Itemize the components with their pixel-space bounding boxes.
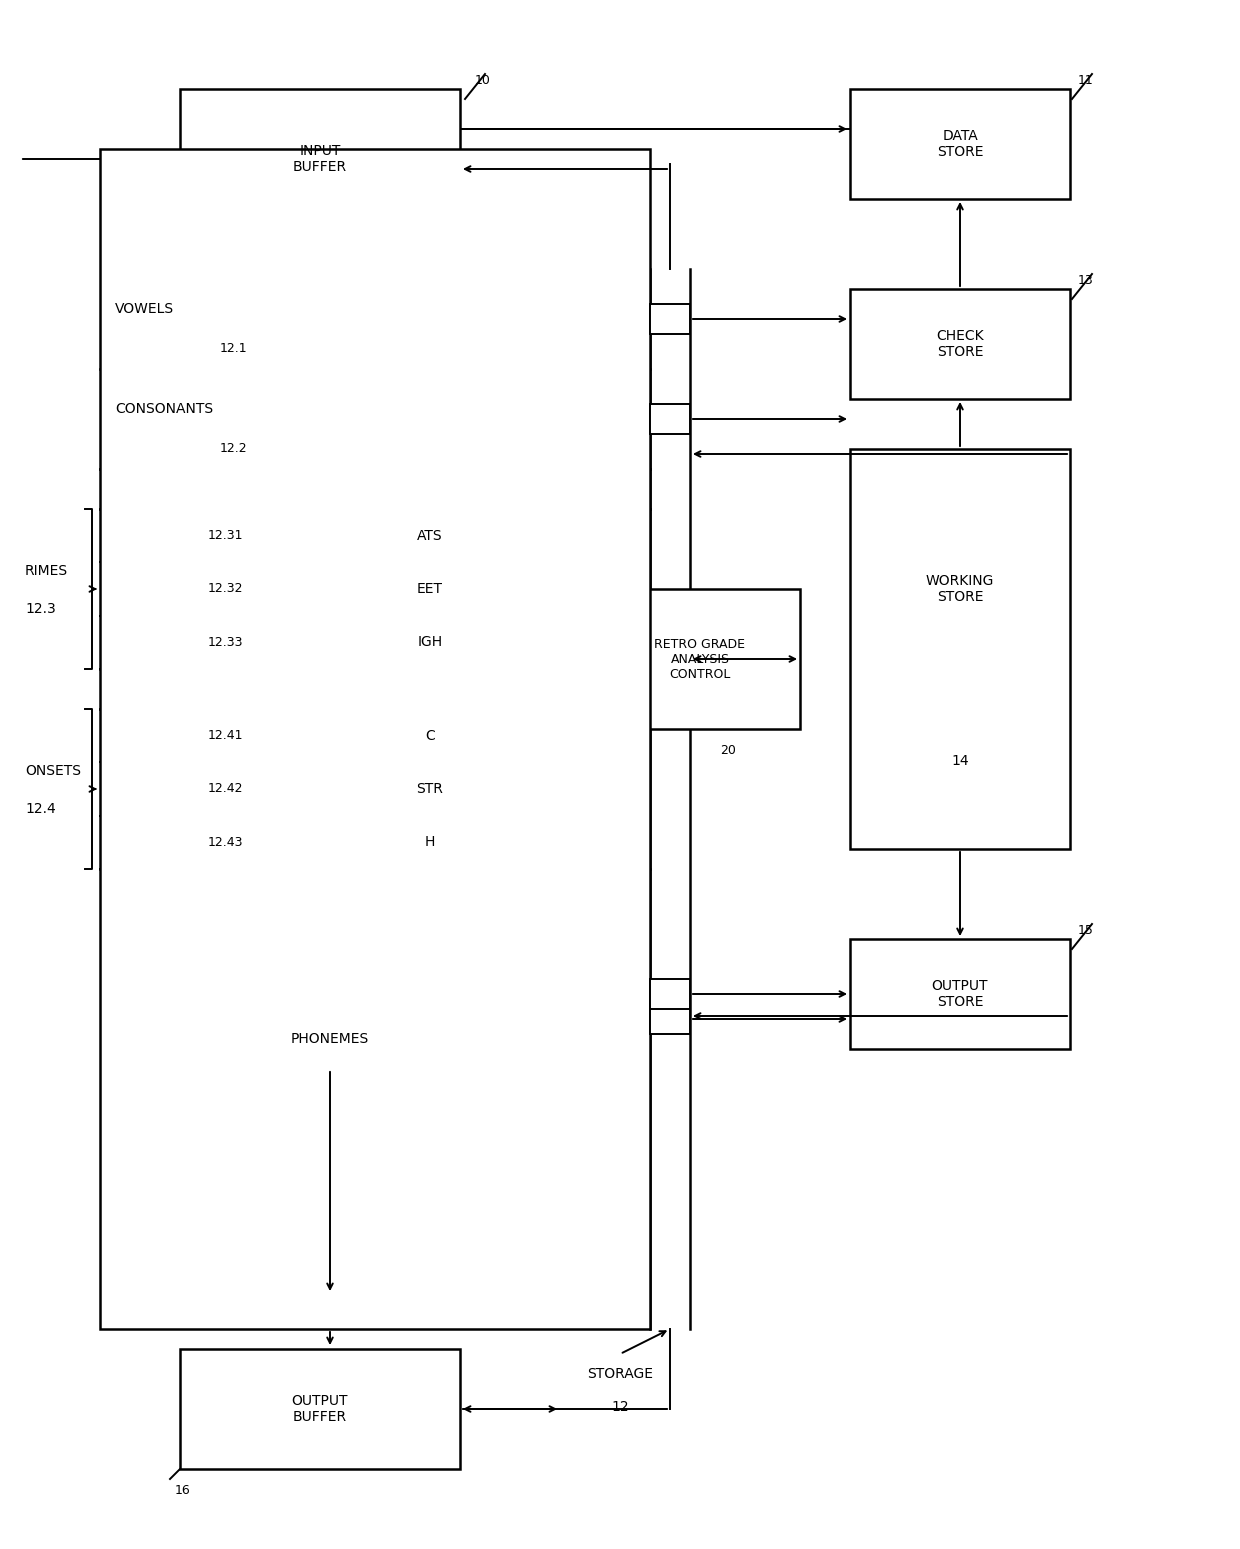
Bar	[180, 1349, 460, 1468]
Bar	[650, 404, 689, 434]
Bar	[849, 290, 1070, 400]
Bar	[650, 304, 689, 335]
Text: 13: 13	[1078, 274, 1094, 287]
Text: H: H	[425, 835, 435, 849]
Text: EET: EET	[417, 582, 443, 596]
Bar	[849, 88, 1070, 198]
Text: ONSETS: ONSETS	[25, 764, 81, 778]
Text: 16: 16	[175, 1484, 191, 1496]
Text: 12.42: 12.42	[207, 782, 243, 796]
Text: 12.31: 12.31	[207, 530, 243, 542]
Text: STORAGE: STORAGE	[587, 1368, 653, 1382]
Text: ATS: ATS	[417, 528, 443, 542]
Text: 12: 12	[611, 1400, 629, 1414]
Text: WORKING
STORE: WORKING STORE	[926, 573, 994, 604]
Text: CHECK
STORE: CHECK STORE	[936, 328, 983, 359]
Text: 12.33: 12.33	[207, 635, 243, 649]
Text: VOWELS: VOWELS	[115, 302, 174, 316]
Bar	[100, 669, 650, 709]
Bar	[100, 469, 650, 510]
Text: 12.4: 12.4	[25, 802, 56, 816]
Text: 15: 15	[1078, 925, 1094, 937]
Bar	[100, 149, 650, 1329]
Bar	[650, 979, 689, 1008]
Bar	[180, 88, 460, 229]
Text: RIMES: RIMES	[25, 564, 68, 578]
Text: 12.32: 12.32	[207, 582, 243, 595]
Bar	[849, 449, 1070, 849]
Text: 12.2: 12.2	[219, 443, 248, 455]
Text: 12.1: 12.1	[219, 342, 248, 356]
Text: RETRO GRADE
ANALYSIS
CONTROL: RETRO GRADE ANALYSIS CONTROL	[655, 638, 745, 680]
Text: OUTPUT
BUFFER: OUTPUT BUFFER	[291, 1394, 348, 1424]
Text: 11: 11	[1078, 74, 1094, 87]
Text: OUTPUT
STORE: OUTPUT STORE	[931, 979, 988, 1008]
Text: INPUT
BUFFER: INPUT BUFFER	[293, 144, 347, 173]
Text: 12.43: 12.43	[207, 836, 243, 849]
Text: 12.41: 12.41	[207, 730, 243, 742]
Text: 12.3: 12.3	[25, 603, 56, 617]
Text: DATA
STORE: DATA STORE	[936, 129, 983, 160]
Text: PHONEMES: PHONEMES	[291, 1032, 370, 1046]
Bar	[849, 939, 1070, 1049]
Bar	[650, 1004, 689, 1035]
Text: 20: 20	[720, 744, 735, 757]
Text: C: C	[425, 728, 435, 742]
Text: 10: 10	[475, 74, 491, 87]
Text: 14: 14	[951, 754, 968, 768]
Text: IGH: IGH	[418, 635, 443, 649]
Text: CONSONANTS: CONSONANTS	[115, 403, 213, 417]
Bar	[600, 589, 800, 730]
Text: STR: STR	[417, 782, 444, 796]
